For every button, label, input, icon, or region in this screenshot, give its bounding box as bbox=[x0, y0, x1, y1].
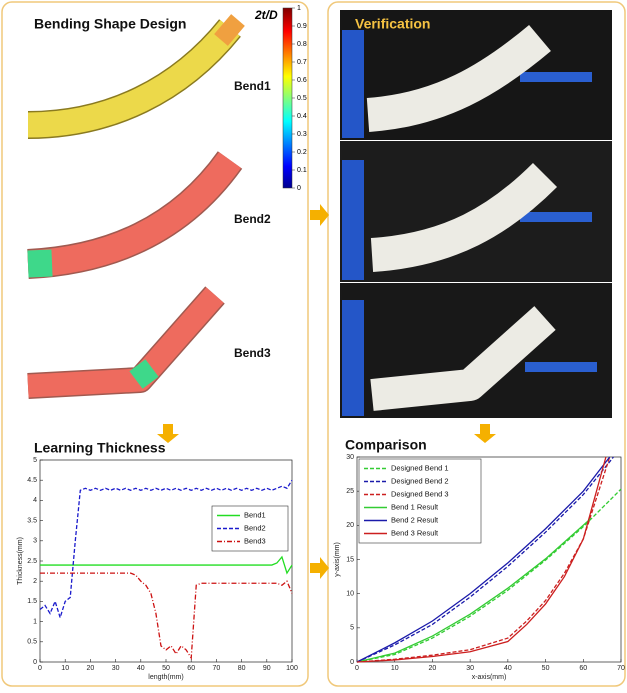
arrow bbox=[474, 424, 496, 443]
y-tick-label: 3 bbox=[33, 538, 37, 545]
holder bbox=[525, 362, 597, 372]
colorbar-tick-label: 0.5 bbox=[297, 95, 307, 102]
x-tick-label: 30 bbox=[112, 665, 120, 672]
y-tick-label: 2 bbox=[33, 578, 37, 585]
arrow bbox=[310, 204, 329, 226]
x-tick-label: 0 bbox=[355, 665, 359, 672]
y-axis-label: y-axis(mm) bbox=[334, 542, 341, 577]
x-tick-label: 70 bbox=[617, 665, 625, 672]
legend-label: Bend 1 Result bbox=[391, 502, 439, 511]
colorbar-tick-label: 0.6 bbox=[297, 77, 307, 84]
x-tick-label: 60 bbox=[579, 665, 587, 672]
arrow bbox=[310, 557, 329, 579]
x-tick-label: 10 bbox=[61, 665, 69, 672]
y-tick-label: 1 bbox=[33, 618, 37, 625]
colorbar-tick-label: 0.8 bbox=[297, 41, 307, 48]
y-tick-label: 1.5 bbox=[27, 598, 37, 605]
bend-label: Bend1 bbox=[234, 79, 271, 93]
x-tick-label: 0 bbox=[38, 665, 42, 672]
holder bbox=[520, 72, 592, 82]
colorbar-label: 2t/D bbox=[254, 8, 278, 22]
y-tick-label: 20 bbox=[346, 522, 354, 529]
legend-label: Bend3 bbox=[244, 536, 266, 545]
x-tick-label: 100 bbox=[286, 665, 298, 672]
colorbar-tick-label: 0 bbox=[297, 185, 301, 192]
colorbar-tick-label: 0.2 bbox=[297, 149, 307, 156]
y-tick-label: 10 bbox=[346, 591, 354, 598]
legend-label: Bend1 bbox=[244, 510, 266, 519]
tube-thin bbox=[136, 368, 152, 380]
chart-title: Learning Thickness bbox=[34, 440, 166, 456]
x-tick-label: 50 bbox=[542, 665, 550, 672]
y-axis-label: Thickness(mm) bbox=[17, 537, 24, 585]
x-tick-label: 80 bbox=[238, 665, 246, 672]
x-axis-label: length(mm) bbox=[148, 674, 183, 681]
y-tick-label: 4 bbox=[33, 497, 37, 504]
legend-label: Designed Bend 3 bbox=[391, 489, 449, 498]
legend-label: Designed Bend 1 bbox=[391, 463, 449, 472]
colorbar-tick-label: 0.3 bbox=[297, 131, 307, 138]
colorbar-tick-label: 0.1 bbox=[297, 167, 307, 174]
y-tick-label: 5 bbox=[350, 625, 354, 632]
y-tick-label: 3.5 bbox=[27, 517, 37, 524]
holder bbox=[520, 212, 592, 222]
y-tick-label: 2.5 bbox=[27, 558, 37, 565]
x-tick-label: 40 bbox=[504, 665, 512, 672]
x-tick-label: 70 bbox=[213, 665, 221, 672]
colorbar-ticks: 0 0.1 0.2 0.3 0.4 0.5 0.6 0.7 0.8 0.9 1 bbox=[292, 5, 307, 192]
right-title: Verification bbox=[355, 16, 430, 32]
plot-area bbox=[40, 460, 292, 662]
y-tick-label: 0.5 bbox=[27, 639, 37, 646]
y-tick-label: 30 bbox=[346, 454, 354, 461]
y-tick-label: 4.5 bbox=[27, 477, 37, 484]
legend-label: Bend2 bbox=[244, 523, 266, 532]
bracket bbox=[342, 160, 364, 280]
y-tick-label: 5 bbox=[33, 457, 37, 464]
y-tick-label: 0 bbox=[33, 659, 37, 666]
x-tick-label: 30 bbox=[466, 665, 474, 672]
x-tick-label: 20 bbox=[429, 665, 437, 672]
y-tick-label: 0 bbox=[350, 659, 354, 666]
x-tick-label: 20 bbox=[87, 665, 95, 672]
colorbar-tick-label: 0.7 bbox=[297, 59, 307, 66]
legend-label: Bend 2 Result bbox=[391, 515, 439, 524]
legend-label: Bend 3 Result bbox=[391, 528, 439, 537]
left-title: Bending Shape Design bbox=[34, 16, 186, 32]
x-tick-label: 50 bbox=[162, 665, 170, 672]
bend-label: Bend2 bbox=[234, 212, 271, 226]
x-axis-label: x-axis(mm) bbox=[472, 674, 507, 681]
y-tick-label: 25 bbox=[346, 488, 354, 495]
x-tick-label: 40 bbox=[137, 665, 145, 672]
bracket bbox=[342, 30, 364, 138]
bracket bbox=[342, 300, 364, 416]
bend-label: Bend3 bbox=[234, 346, 271, 360]
x-tick-label: 90 bbox=[263, 665, 271, 672]
colorbar-tick-label: 1 bbox=[297, 5, 301, 12]
colorbar-tick-label: 0.4 bbox=[297, 113, 307, 120]
figure: Bending Shape Design Bend1 Bend2 Bend3 2… bbox=[0, 0, 627, 688]
x-tick-label: 10 bbox=[391, 665, 399, 672]
y-tick-label: 15 bbox=[346, 556, 354, 563]
colorbar bbox=[283, 8, 292, 188]
tube-thin bbox=[28, 263, 52, 264]
legend-label: Designed Bend 2 bbox=[391, 476, 449, 485]
photos bbox=[340, 10, 612, 418]
chart-title: Comparison bbox=[345, 437, 427, 453]
colorbar-tick-label: 0.9 bbox=[297, 23, 307, 30]
x-tick-label: 60 bbox=[187, 665, 195, 672]
